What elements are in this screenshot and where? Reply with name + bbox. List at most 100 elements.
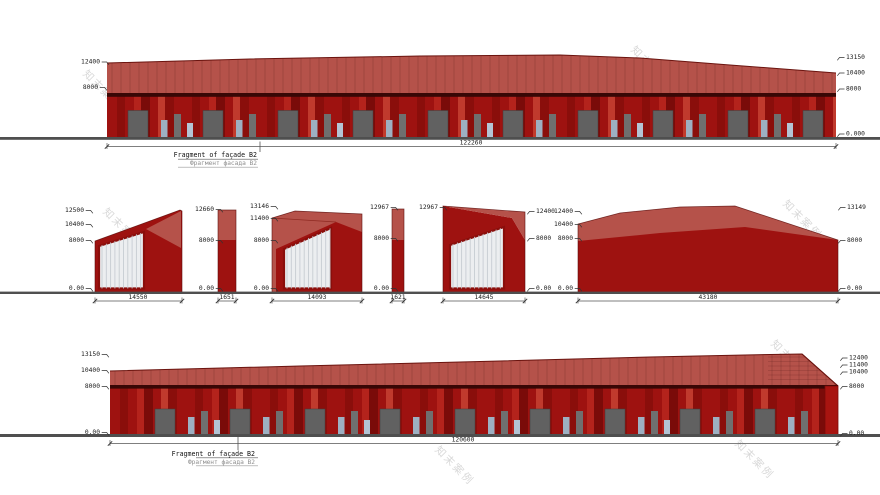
window-slit	[311, 120, 318, 138]
window-slit	[563, 417, 570, 435]
window-slit	[637, 123, 643, 138]
bottom-elevation-labels: 13150 10400 8000 0.00 12400 11400 10400 …	[81, 351, 868, 466]
door	[679, 408, 701, 435]
window-slit	[549, 114, 556, 138]
section-outline	[442, 205, 526, 293]
window-slit	[774, 114, 781, 138]
door	[379, 408, 401, 435]
ridge-line	[271, 217, 337, 223]
section-roof	[392, 209, 404, 240]
window-slit	[501, 411, 508, 435]
door	[604, 408, 626, 435]
section-body	[578, 227, 838, 293]
level-tick	[840, 357, 848, 362]
level-tick	[527, 238, 535, 242]
window-slit	[787, 123, 793, 138]
level-label: 10400	[65, 221, 84, 228]
level-label: 12400	[536, 208, 555, 215]
level-label: 12500	[65, 207, 84, 214]
ground-line	[0, 137, 880, 140]
ground-line	[0, 434, 880, 437]
corner-return-wall	[824, 385, 839, 435]
level-label: 8000	[846, 86, 861, 93]
level-label: 0.000	[846, 131, 865, 138]
level-tick	[270, 218, 279, 222]
door	[529, 408, 551, 435]
level-label: 12400	[849, 355, 868, 362]
level-tick	[840, 386, 848, 390]
panel-hatch	[101, 232, 142, 289]
level-tick	[101, 370, 110, 374]
window-slit	[536, 120, 543, 138]
level-label: 0.00	[199, 285, 214, 292]
section-outline	[271, 210, 363, 293]
caption-ru: Фрагмент фасада В2	[188, 458, 255, 466]
middle-elevation-labels: 12500 10400 8000 0.00 14550 12660 8000 0…	[65, 203, 866, 301]
level-label: 10400	[846, 70, 865, 77]
door	[502, 110, 524, 138]
level-label: 10400	[81, 367, 100, 374]
level-tick	[840, 433, 848, 437]
level-label: 0.00	[849, 430, 864, 437]
level-tick	[390, 207, 399, 211]
middle-elevations-graphic	[94, 205, 839, 293]
panel-hatch	[452, 227, 501, 289]
window-slit	[174, 114, 181, 138]
section-roof	[218, 210, 236, 240]
dimension-label: 14550	[129, 294, 148, 301]
door	[727, 110, 749, 138]
roof	[110, 354, 838, 388]
level-tick	[838, 288, 846, 292]
window-slit	[399, 114, 406, 138]
ground-line	[0, 291, 880, 294]
level-tick	[574, 288, 583, 292]
door	[229, 408, 251, 435]
window-slit	[611, 120, 618, 138]
level-tick	[574, 211, 583, 215]
window-slit	[576, 411, 583, 435]
dimension-label: 1651	[219, 294, 234, 301]
watermark-text: 知末案例	[732, 437, 777, 482]
level-tick	[270, 288, 279, 292]
level-tick	[838, 207, 846, 211]
level-label: 12967	[419, 204, 438, 211]
window-slit	[337, 123, 343, 138]
window-slit	[761, 120, 768, 138]
level-tick	[101, 61, 110, 66]
level-label: 12660	[195, 206, 214, 213]
level-tick	[101, 354, 110, 358]
wall-cornice	[107, 93, 836, 97]
window-slit	[426, 411, 433, 435]
door	[802, 110, 824, 138]
level-tick	[837, 133, 845, 138]
caption-en: Fragment of façade B2	[172, 450, 255, 458]
door	[454, 408, 476, 435]
panel-hatch	[286, 228, 331, 289]
door	[304, 408, 326, 435]
level-tick	[838, 240, 846, 244]
door	[754, 408, 776, 435]
level-label: 8000	[536, 235, 551, 242]
window-slit	[338, 417, 345, 435]
bottom-elevation-graphic	[109, 353, 839, 435]
door	[577, 110, 599, 138]
level-label: 12400	[554, 208, 573, 215]
level-label: 8000	[83, 84, 98, 91]
level-tick	[837, 72, 845, 77]
level-tick	[574, 224, 583, 228]
level-label: 8000	[85, 383, 100, 390]
level-label: 0.00	[374, 285, 389, 292]
section-roof	[443, 206, 525, 240]
window-slit	[187, 123, 193, 138]
section-roof	[146, 211, 181, 248]
window-slit	[488, 417, 495, 435]
door	[127, 110, 149, 138]
window-slit	[713, 417, 720, 435]
level-label: 11400	[250, 215, 269, 222]
level-tick	[85, 240, 94, 244]
level-label: 12400	[81, 59, 100, 66]
dimension-label: 1621	[390, 294, 405, 301]
level-label: 13146	[250, 203, 269, 210]
level-label: 13149	[847, 204, 866, 211]
level-tick	[85, 224, 94, 228]
